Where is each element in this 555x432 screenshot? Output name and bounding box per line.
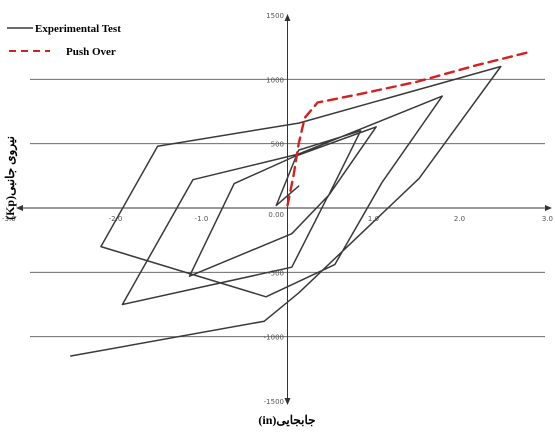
y-axis-arrow-top: [284, 14, 291, 21]
series-line-pushover: [286, 51, 530, 207]
data-series: [70, 51, 530, 357]
legend-label-pushover: Push Over: [66, 46, 116, 58]
x-axis-arrow-left: [16, 205, 23, 211]
series-line-experimental: [70, 65, 502, 357]
origin-label: 0.00: [268, 211, 284, 219]
x-tick-label: -2.0: [109, 215, 123, 223]
y-tick-label: -1000: [264, 334, 284, 342]
legend-label-experimental: Experimental Test: [35, 23, 121, 35]
x-tick-label: -1.0: [195, 215, 209, 223]
legend: Experimental Test Push Over: [7, 23, 121, 58]
y-axis-arrow-bottom: [284, 398, 291, 405]
y-tick-label: -1500: [264, 398, 284, 406]
y-tick-label: 1000: [266, 76, 284, 84]
y-tick-label: 500: [271, 141, 284, 149]
x-tick-label: 2.0: [454, 215, 465, 223]
x-tick-label: 3.0: [542, 215, 553, 223]
y-tick-label: -500: [268, 269, 284, 277]
tick-labels: -3.0 -2.0 -1.0 1.0 2.0 3.0 1500 1000 500 -500 -100…: [2, 12, 553, 406]
x-tick-label: 1.0: [368, 215, 379, 223]
axes: [16, 14, 552, 405]
y-tick-label: 1500: [266, 12, 284, 20]
x-axis-arrow-right: [545, 205, 552, 211]
y-axis-title: نیروی جانبی(Kp): [3, 136, 18, 220]
x-axis-title: جابجایی(in): [258, 413, 315, 427]
x-tick-label: -3.0: [2, 215, 16, 223]
